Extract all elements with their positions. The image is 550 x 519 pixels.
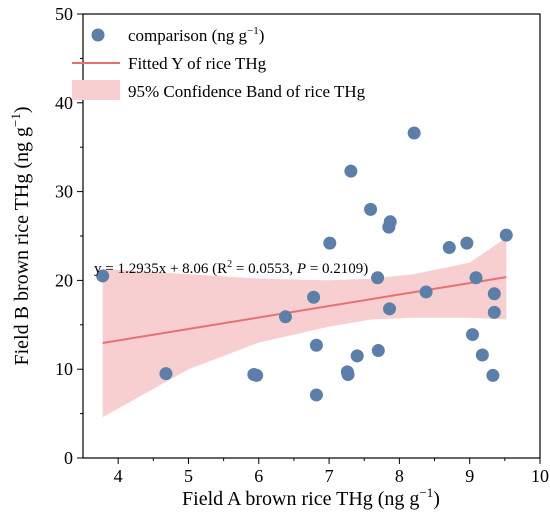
x-tick-label: 4: [114, 466, 123, 486]
data-point: [442, 241, 456, 255]
data-point: [309, 388, 323, 402]
x-axis-title: Field A brown rice THg (ng g−1): [182, 485, 440, 510]
data-point: [307, 290, 321, 304]
y-tick-label: 30: [55, 182, 73, 202]
legend-points-label: comparison (ng g−1): [128, 25, 264, 45]
y-axis-ticks: 0 10 20 30 40 50: [55, 4, 83, 468]
y-tick-label: 0: [64, 448, 73, 468]
confidence-band-layer: [102, 237, 507, 418]
x-tick-label: 5: [184, 466, 193, 486]
data-point: [419, 285, 433, 299]
x-tick-label: 8: [395, 466, 404, 486]
data-point: [469, 271, 483, 285]
data-point: [344, 164, 358, 178]
data-point: [383, 215, 397, 229]
y-tick-label: 50: [55, 4, 73, 24]
x-tick-label: 9: [465, 466, 474, 486]
data-point: [364, 202, 378, 216]
y-tick-label: 20: [55, 270, 73, 290]
legend-point-marker: [91, 28, 105, 42]
data-point: [383, 302, 397, 316]
data-point: [309, 338, 323, 352]
data-point: [371, 271, 385, 285]
data-point: [278, 310, 292, 324]
fit-line: [102, 276, 507, 344]
data-point: [323, 236, 337, 250]
data-point: [486, 368, 500, 382]
legend-fit-label: Fitted Y of rice THg: [128, 54, 267, 73]
legend-band-label: 95% Confidence Band of rice THg: [128, 82, 366, 101]
data-point: [371, 344, 385, 358]
x-tick-label: 7: [325, 466, 334, 486]
y-axis-title: Field B brown rice THg (ng g−1): [8, 106, 33, 365]
data-point: [350, 349, 364, 363]
fit-line-layer: [102, 276, 507, 344]
data-point: [487, 305, 501, 319]
data-point: [460, 236, 474, 250]
confidence-band: [102, 237, 507, 418]
data-point: [407, 126, 421, 140]
data-point: [250, 368, 264, 382]
x-axis-ticks: 4 5 6 7 8 9 10: [114, 458, 549, 486]
data-point: [466, 328, 480, 342]
legend: comparison (ng g−1) Fitted Y of rice THg…: [72, 25, 366, 101]
x-tick-label: 10: [531, 466, 549, 486]
data-point: [487, 287, 501, 301]
regression-equation: y = 1.2935x + 8.06 (R2 = 0.0553, P = 0.2…: [94, 259, 368, 277]
data-point: [159, 367, 173, 381]
data-points-layer: [96, 126, 513, 402]
legend-band-marker: [72, 80, 120, 100]
data-point: [341, 368, 355, 382]
data-point: [96, 269, 110, 283]
data-point: [499, 228, 513, 242]
x-tick-label: 6: [254, 466, 263, 486]
data-point: [475, 348, 489, 362]
y-tick-label: 10: [55, 359, 73, 379]
y-tick-label: 40: [55, 93, 73, 113]
